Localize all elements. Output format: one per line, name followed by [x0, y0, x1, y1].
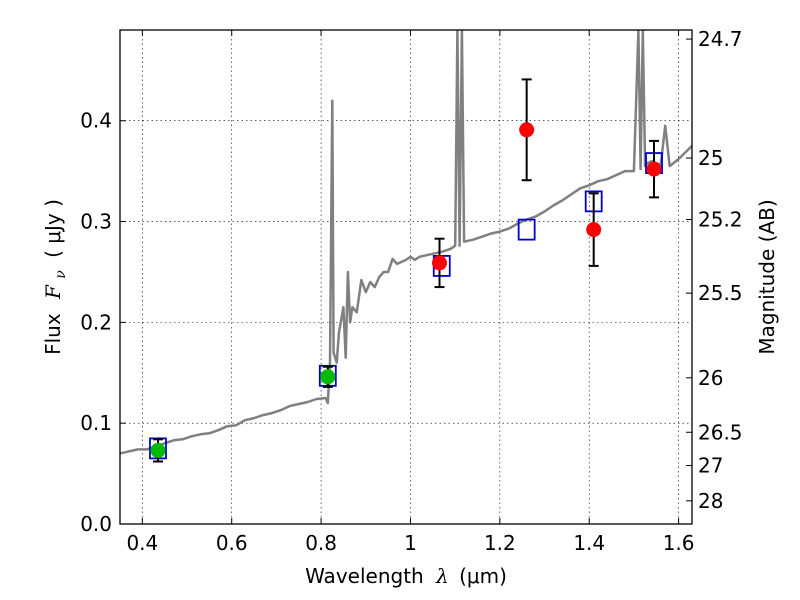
observed-point-red	[646, 161, 662, 177]
observed-point-red	[432, 255, 448, 271]
observed-point-green	[150, 442, 166, 458]
x-tick-label: 0.6	[216, 531, 248, 555]
x-tick-label: 1.2	[484, 531, 516, 555]
x-tick-label: 1.6	[663, 531, 695, 555]
right-tick-label: 25.5	[698, 281, 743, 305]
observed-point-green	[320, 369, 336, 385]
x-axis-label: Wavelength λ (μm)	[305, 564, 507, 588]
right-tick-label: 27	[698, 454, 723, 478]
x-tick-label: 0.4	[126, 531, 158, 555]
right-tick-label: 25	[698, 146, 723, 170]
right-tick-label: 26	[698, 366, 723, 390]
axes-frame	[119, 29, 693, 525]
y-tick-label: 0.4	[80, 109, 112, 133]
right-axis-label: Magnitude (AB)	[755, 199, 779, 354]
x-tick-label: 0.8	[305, 531, 337, 555]
right-tick-label: 28	[698, 489, 723, 513]
x-tick-label: 1.4	[573, 531, 605, 555]
axis-ticks: 0.4 0.6 0.8 1 1.2 1.4 1.6 0.0 0.1 0.2 0.3 0.4 24.7 25…	[80, 27, 742, 555]
y-tick-label: 0.1	[80, 411, 112, 435]
grid-lines	[120, 30, 692, 525]
y-tick-label: 0.3	[80, 210, 112, 234]
observed-point-red	[519, 122, 535, 138]
model-spectrum-line	[120, 30, 692, 455]
model-flux-square	[517, 218, 536, 241]
x-tick-label: 1	[404, 531, 417, 555]
y-axis-label: Flux F ν ( μJy )	[41, 199, 70, 355]
right-tick-label: 24.7	[698, 27, 743, 51]
observed-point-red	[586, 222, 602, 238]
y-tick-label: 0.2	[80, 310, 112, 334]
right-tick-label: 25.2	[698, 208, 743, 232]
plot-area	[120, 30, 692, 463]
y-tick-label: 0.0	[80, 512, 112, 536]
right-tick-label: 26.5	[698, 420, 743, 444]
